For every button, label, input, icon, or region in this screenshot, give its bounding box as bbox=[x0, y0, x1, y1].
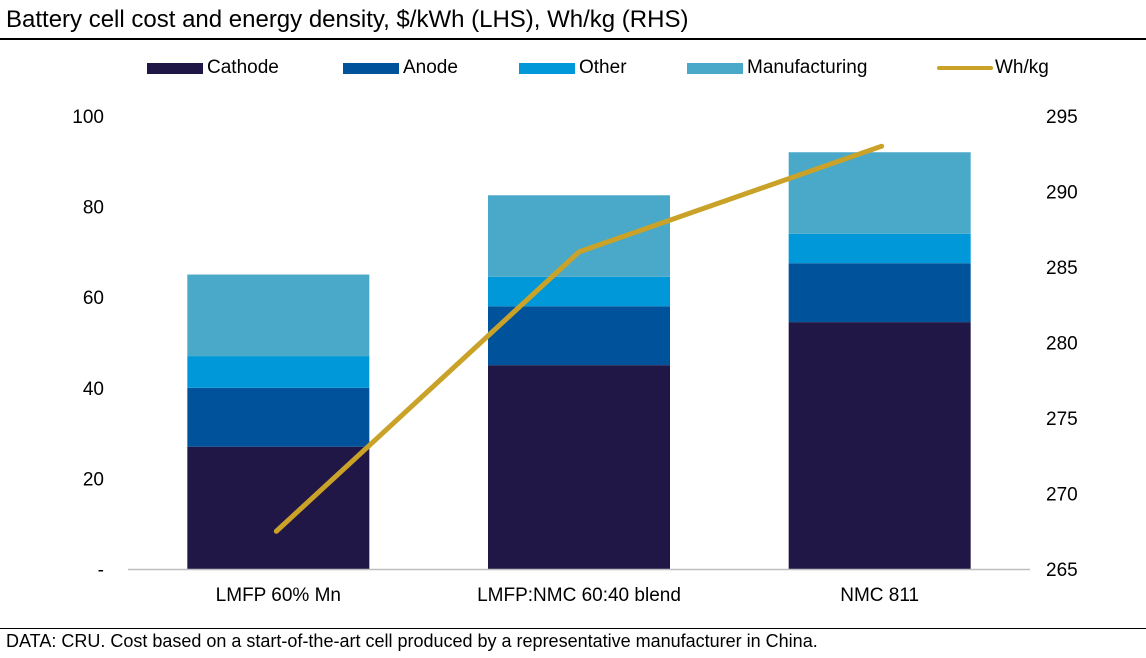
legend-swatch-anode bbox=[343, 62, 399, 74]
chart-title: Battery cell cost and energy density, $/… bbox=[6, 6, 689, 33]
bar-anode-1 bbox=[488, 306, 670, 366]
legend-line-whkg bbox=[937, 66, 993, 70]
right-tick-label-3: 280 bbox=[1046, 334, 1078, 355]
legend-item-other: Other bbox=[519, 54, 627, 82]
left-tick-label-3: 60 bbox=[83, 288, 104, 309]
right-tick-label-0: 265 bbox=[1046, 560, 1078, 581]
bar-other-0 bbox=[187, 356, 370, 388]
bar-anode-2 bbox=[788, 263, 971, 323]
right-tick-label-1: 270 bbox=[1046, 485, 1078, 506]
right-tick-label-4: 285 bbox=[1046, 258, 1078, 279]
x-tick-label-0: LMFP 60% Mn bbox=[216, 585, 341, 606]
bar-cathode-2 bbox=[788, 322, 971, 569]
bar-manufacturing-1 bbox=[488, 195, 670, 277]
legend-item-cathode: Cathode bbox=[147, 54, 279, 82]
legend: Cathode Anode Other Manufacturing Wh/kg bbox=[0, 54, 1146, 82]
bar-manufacturing-0 bbox=[187, 274, 370, 357]
legend-label-anode: Anode bbox=[403, 57, 458, 78]
legend-label-cathode: Cathode bbox=[207, 57, 279, 78]
footer-divider bbox=[0, 628, 1146, 629]
footer-note: DATA: CRU. Cost based on a start-of-the-… bbox=[6, 631, 818, 651]
right-tick-label-5: 290 bbox=[1046, 183, 1078, 204]
legend-swatch-manufacturing bbox=[687, 62, 743, 74]
left-tick-label-4: 80 bbox=[83, 198, 104, 219]
legend-swatch-other bbox=[519, 62, 575, 74]
left-tick-label-1: 20 bbox=[83, 469, 104, 490]
x-tick-label-1: LMFP:NMC 60:40 blend bbox=[477, 585, 681, 606]
chart-plot-area: LMFP 60% Mn LMFP:NMC 60:40 blend NMC 811 - 2… bbox=[72, 107, 1078, 606]
legend-item-manufacturing: Manufacturing bbox=[687, 54, 867, 82]
title-divider bbox=[0, 38, 1146, 40]
left-tick-label-5: 100 bbox=[72, 107, 104, 128]
bar-other-1 bbox=[488, 276, 670, 307]
legend-label-whkg: Wh/kg bbox=[995, 57, 1049, 78]
right-tick-label-2: 275 bbox=[1046, 409, 1078, 430]
bar-anode-0 bbox=[187, 387, 370, 447]
bar-cathode-0 bbox=[187, 446, 370, 569]
left-tick-label-0: - bbox=[98, 560, 104, 581]
right-tick-label-6: 295 bbox=[1046, 107, 1078, 128]
legend-label-other: Other bbox=[579, 57, 627, 78]
legend-label-manufacturing: Manufacturing bbox=[747, 57, 868, 78]
legend-swatch-cathode bbox=[147, 62, 203, 74]
legend-item-whkg: Wh/kg bbox=[937, 54, 1049, 82]
bar-other-2 bbox=[788, 233, 971, 264]
bar-manufacturing-2 bbox=[788, 152, 971, 234]
legend-item-anode: Anode bbox=[343, 54, 458, 82]
left-tick-label-2: 40 bbox=[83, 379, 104, 400]
x-tick-label-2: NMC 811 bbox=[840, 585, 919, 606]
bar-cathode-1 bbox=[488, 365, 670, 569]
